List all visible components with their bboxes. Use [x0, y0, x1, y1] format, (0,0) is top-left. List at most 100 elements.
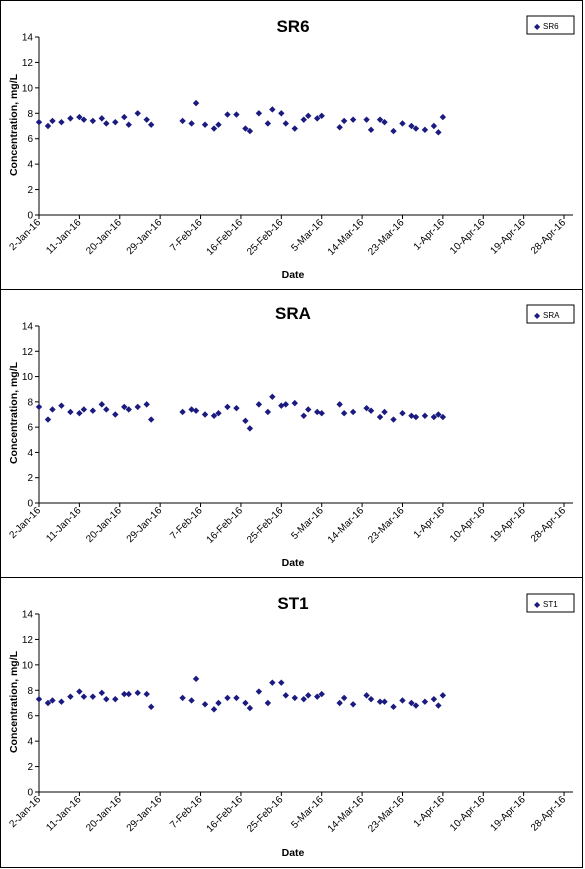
- y-tick-label: 14: [22, 33, 34, 44]
- data-point: [103, 120, 110, 127]
- data-point: [314, 408, 321, 416]
- x-tick-label: 29-Jan-16: [125, 794, 165, 834]
- data-point: [143, 690, 150, 698]
- data-point: [363, 116, 370, 123]
- legend-marker-icon: ◆: [534, 311, 541, 320]
- x-tick-label: 2-Jan-16: [7, 505, 43, 541]
- x-tick-label: 10-Apr-16: [448, 794, 488, 834]
- data-point: [98, 115, 106, 122]
- legend-label: ST1: [543, 600, 558, 609]
- x-tick-label: 7-Feb-16: [168, 217, 205, 254]
- data-point: [390, 127, 397, 135]
- x-tick-label: 16-Feb-16: [205, 794, 246, 835]
- x-tick-label: 20-Jan-16: [84, 217, 124, 257]
- data-point: [179, 694, 186, 702]
- x-tick-label: 1-Apr-16: [412, 217, 448, 253]
- data-point: [430, 695, 438, 703]
- data-point: [192, 99, 200, 107]
- x-tick-label: 10-Apr-16: [448, 217, 488, 257]
- data-point: [399, 697, 406, 704]
- data-point: [318, 112, 325, 120]
- data-point: [336, 401, 343, 408]
- data-point: [121, 113, 128, 121]
- y-tick-label: 10: [22, 83, 34, 94]
- data-point: [421, 126, 429, 134]
- data-point: [125, 121, 132, 128]
- data-point: [58, 698, 65, 705]
- data-point: [233, 694, 240, 702]
- data-point: [264, 408, 272, 416]
- x-tick-label: 2-Jan-16: [7, 217, 43, 253]
- data-point: [381, 698, 388, 705]
- data-point: [67, 693, 74, 700]
- data-point: [255, 688, 263, 695]
- data-point: [233, 404, 240, 412]
- data-point: [35, 118, 43, 126]
- y-tick-label: 2: [27, 185, 33, 196]
- y-tick-label: 4: [27, 448, 33, 459]
- chart-title: ST1: [277, 594, 308, 613]
- data-point: [49, 406, 56, 413]
- x-tick-label: 28-Apr-16: [529, 794, 569, 834]
- data-point: [282, 401, 290, 408]
- x-tick-label: 1-Apr-16: [412, 505, 448, 541]
- data-point: [89, 117, 97, 125]
- data-point: [305, 112, 312, 120]
- data-point: [278, 110, 285, 117]
- data-point: [242, 699, 249, 707]
- data-point: [210, 706, 218, 713]
- data-point: [76, 410, 83, 417]
- data-point: [224, 111, 231, 118]
- x-tick-label: 29-Jan-16: [125, 217, 165, 257]
- legend: ◆ ST1: [526, 593, 575, 613]
- data-point: [421, 412, 429, 419]
- data-point: [98, 689, 106, 697]
- x-tick-label: 28-Apr-16: [529, 505, 569, 545]
- chart-panel-sra: SRA Date Concentration, mg/L ◆ SRA 0 2 4 6 8…: [0, 289, 583, 578]
- data-point: [112, 695, 119, 703]
- data-point: [246, 127, 254, 135]
- data-point: [340, 117, 348, 125]
- data-point: [44, 699, 52, 707]
- y-tick-label: 14: [22, 610, 34, 621]
- data-point: [76, 688, 83, 695]
- y-tick-label: 12: [22, 58, 34, 69]
- data-point: [412, 413, 420, 421]
- x-tick-label: 20-Jan-16: [84, 505, 124, 545]
- data-point: [349, 116, 357, 123]
- y-tick-label: 10: [22, 660, 34, 671]
- data-point: [201, 701, 209, 708]
- data-point: [188, 406, 195, 413]
- chart-title: SRA: [275, 304, 311, 323]
- data-point: [282, 692, 290, 699]
- x-tick-label: 1-Apr-16: [412, 794, 448, 830]
- x-tick-label: 2-Jan-16: [7, 794, 43, 830]
- x-tick-label: 16-Feb-16: [205, 505, 246, 546]
- data-point: [291, 694, 298, 702]
- data-point: [300, 695, 307, 703]
- data-point: [367, 695, 375, 703]
- data-point: [390, 703, 397, 711]
- data-point: [381, 408, 388, 416]
- data-point: [35, 695, 43, 703]
- y-axis-label: Concentration, mg/L: [8, 650, 20, 753]
- data-point: [408, 122, 415, 130]
- data-point: [49, 697, 56, 704]
- data-point: [35, 403, 43, 411]
- data-point: [143, 116, 150, 123]
- data-point: [282, 120, 290, 127]
- data-point: [134, 403, 141, 411]
- data-point: [305, 692, 312, 699]
- data-point: [201, 121, 209, 128]
- chart-title: SR6: [276, 17, 309, 36]
- data-point: [246, 425, 254, 432]
- y-tick-label: 4: [27, 737, 33, 748]
- legend-label: SRA: [543, 311, 560, 320]
- legend: ◆ SRA: [526, 304, 575, 324]
- data-point: [58, 118, 65, 126]
- data-point: [408, 699, 415, 707]
- data-point: [381, 118, 388, 126]
- x-tick-label: 29-Jan-16: [125, 505, 165, 545]
- legend-box: [526, 304, 575, 324]
- chart-sra: SRA Date Concentration, mg/L ◆ SRA 0 2 4 6 8…: [7, 304, 575, 569]
